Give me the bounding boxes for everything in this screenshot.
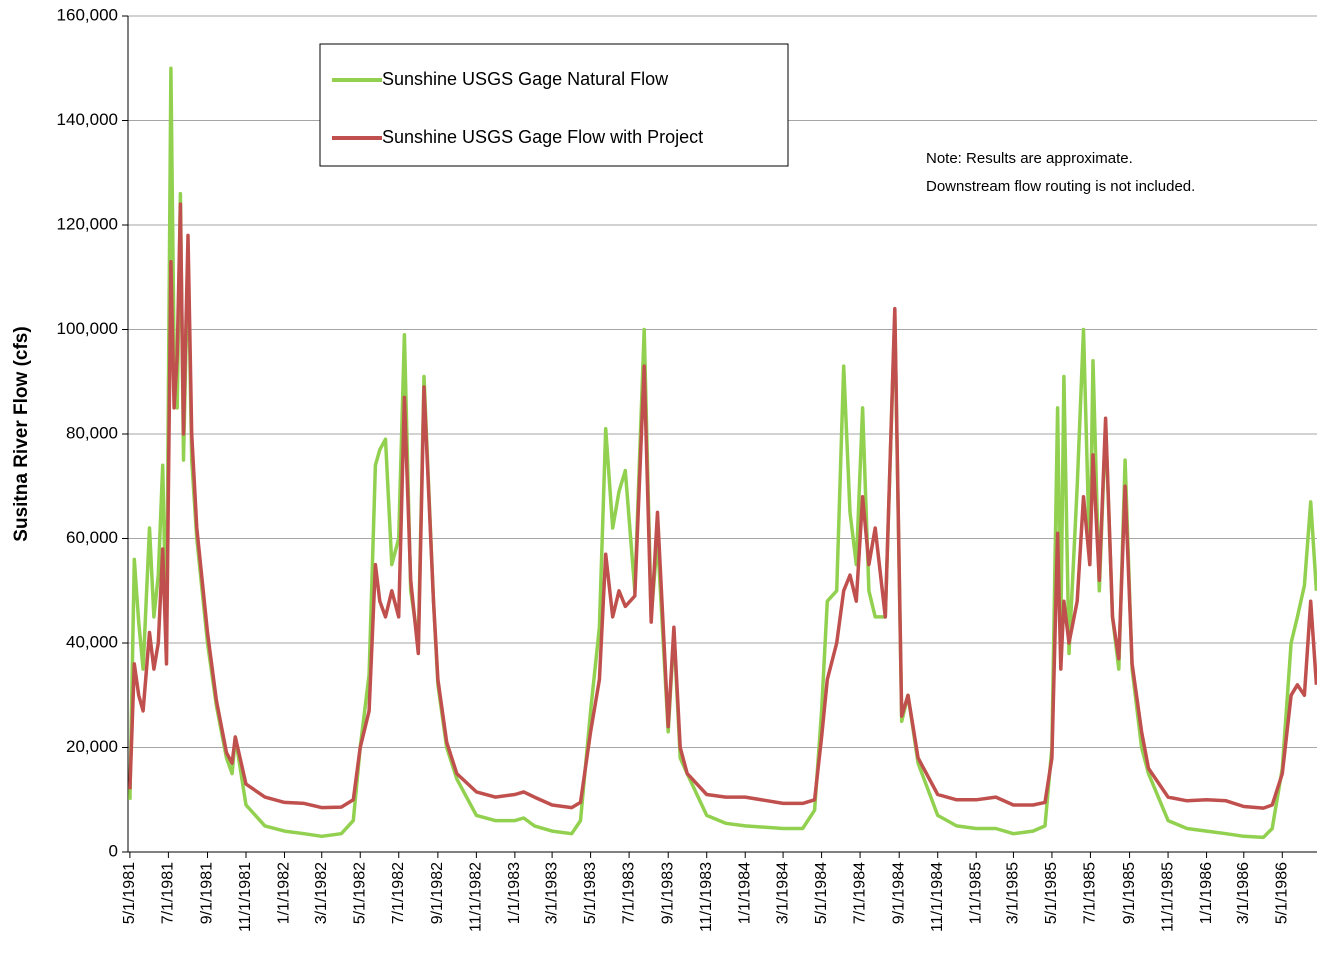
x-tick-label: 3/1/1984 — [774, 862, 791, 924]
legend-label: Sunshine USGS Gage Flow with Project — [382, 127, 703, 147]
x-tick-label: 5/1/1982 — [351, 862, 368, 924]
x-tick-label: 9/1/1981 — [199, 862, 216, 924]
y-tick-label: 120,000 — [57, 214, 118, 233]
annotation: Note: Results are approximate. — [926, 150, 1133, 167]
x-tick-label: 7/1/1983 — [620, 862, 637, 924]
x-tick-label: 5/1/1986 — [1274, 862, 1291, 924]
legend-box — [319, 43, 789, 167]
x-tick-label: 5/1/1983 — [582, 862, 599, 924]
y-tick-label: 0 — [109, 841, 118, 860]
x-tick-label: 3/1/1985 — [1005, 862, 1022, 924]
x-tick-label: 11/1/1982 — [468, 862, 485, 932]
y-tick-label: 140,000 — [57, 110, 118, 129]
x-tick-label: 1/1/1983 — [506, 862, 523, 924]
y-tick-label: 80,000 — [66, 423, 118, 442]
series-line — [128, 202, 1317, 810]
x-tick-label: 1/1/1984 — [736, 862, 753, 924]
x-tick-label: 1/1/1985 — [967, 862, 984, 924]
y-tick-label: 60,000 — [66, 528, 118, 547]
x-tick-label: 1/1/1986 — [1198, 862, 1215, 924]
x-tick-label: 7/1/1982 — [390, 862, 407, 924]
x-tick-label: 9/1/1985 — [1121, 862, 1138, 924]
x-tick-label: 11/1/1985 — [1159, 862, 1176, 932]
annotation: Downstream flow routing is not included. — [926, 178, 1195, 195]
x-tick-label: 9/1/1983 — [659, 862, 676, 924]
x-tick-label: 3/1/1986 — [1235, 862, 1252, 924]
x-tick-label: 5/1/1984 — [813, 862, 830, 924]
x-tick-label: 11/1/1984 — [929, 862, 946, 932]
x-tick-label: 11/1/1983 — [698, 862, 715, 932]
x-tick-label: 7/1/1981 — [160, 862, 177, 924]
y-axis-title: Susitna River Flow (cfs) — [11, 326, 32, 541]
x-tick-label: 11/1/1981 — [237, 862, 254, 932]
x-tick-label: 9/1/1982 — [429, 862, 446, 924]
x-tick-label: 1/1/1982 — [276, 862, 293, 924]
x-tick-label: 7/1/1985 — [1082, 862, 1099, 924]
x-tick-label: 3/1/1983 — [543, 862, 560, 924]
x-tick-label: 5/1/1981 — [121, 862, 138, 924]
y-tick-label: 20,000 — [66, 737, 118, 756]
legend-label: Sunshine USGS Gage Natural Flow — [382, 69, 669, 89]
x-tick-label: 5/1/1985 — [1043, 862, 1060, 924]
y-tick-label: 100,000 — [57, 319, 118, 338]
x-tick-label: 3/1/1982 — [313, 862, 330, 924]
y-tick-label: 160,000 — [57, 5, 118, 24]
y-tick-label: 40,000 — [66, 632, 118, 651]
x-tick-label: 7/1/1984 — [851, 862, 868, 924]
x-tick-label: 9/1/1984 — [890, 862, 907, 924]
